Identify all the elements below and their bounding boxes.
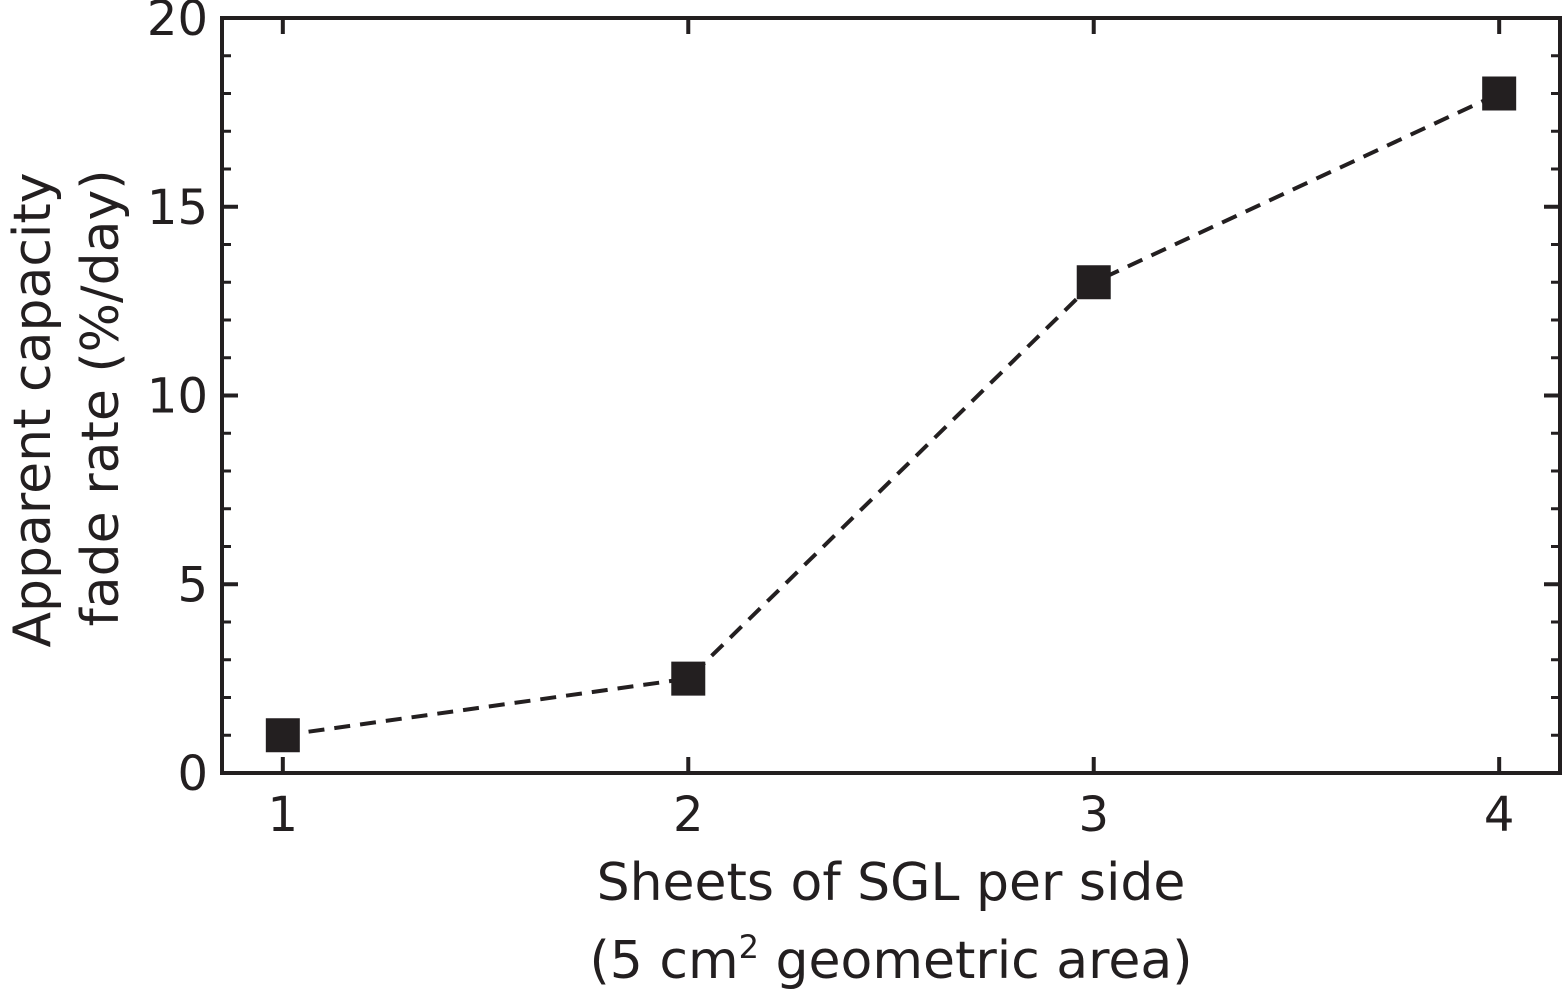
y-axis-label-line2: fade rate (%/day) [71, 169, 131, 626]
x-tick-label: 3 [1078, 787, 1109, 843]
x-axis-label-line2-post: geometric area) [759, 931, 1193, 991]
y-tick-label: 20 [147, 0, 208, 47]
minor-ticks [222, 54, 1560, 737]
markers [265, 76, 1517, 753]
y-tick-label: 10 [147, 369, 208, 425]
data-point-marker [265, 718, 300, 753]
data-point-marker [671, 661, 706, 696]
y-axis-label-line1: Apparent capacity [3, 172, 63, 647]
major-ticks [222, 16, 1560, 775]
x-tick-label: 1 [268, 787, 299, 843]
y-tick-label: 5 [177, 557, 208, 613]
data-point-marker [1076, 265, 1111, 300]
y-tick-labels: 0 5 10 15 20 [147, 0, 208, 802]
x-tick-label: 2 [673, 787, 704, 843]
x-axis-label-line2: (5 cm2 geometric area) [589, 928, 1192, 991]
x-axis-label-line2-sup: 2 [739, 928, 759, 966]
x-axis-label-line1: Sheets of SGL per side [597, 853, 1186, 913]
data-point-marker [1482, 76, 1517, 111]
series-line [282, 91, 1501, 738]
y-tick-label: 15 [147, 180, 208, 236]
plot-frame [220, 16, 1562, 775]
x-axis-label-line2-pre: (5 cm [589, 931, 738, 991]
x-tick-labels: 1 2 3 4 [268, 787, 1515, 843]
y-tick-label: 0 [177, 746, 208, 802]
x-tick-label: 4 [1484, 787, 1515, 843]
